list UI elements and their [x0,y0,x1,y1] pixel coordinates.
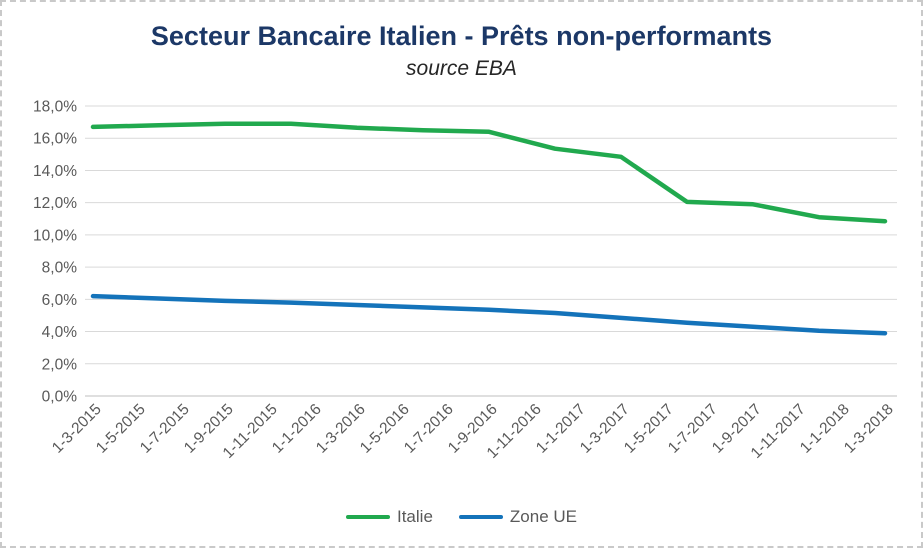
y-tick-label: 16,0% [33,131,77,148]
y-tick-label: 0,0% [42,389,78,406]
chart-title: Secteur Bancaire Italien - Prêts non-per… [150,21,773,51]
legend-label-zone-ue: Zone UE [509,507,577,526]
y-tick-label: 10,0% [33,227,77,244]
y-tick-label: 4,0% [42,324,78,341]
y-tick-label: 18,0% [33,99,77,116]
x-tick-label: 1-3-2018 [841,401,897,457]
legend-item-italie: Italie [345,507,433,527]
legend-label-italie: Italie [396,507,433,526]
legend-swatch-zone-ue [458,514,503,520]
series-line-zone-ue [90,293,888,336]
legend-item-zone-ue: Zone UE [458,507,577,527]
y-tick-label: 2,0% [42,356,78,373]
legend-swatch-italie [345,514,390,520]
series-line-italie [90,121,888,224]
y-tick-label: 12,0% [33,195,77,212]
y-tick-label: 14,0% [33,163,77,180]
y-tick-label: 6,0% [42,292,78,309]
y-tick-label: 8,0% [42,260,78,277]
legend: Italie Zone UE [0,507,923,527]
chart-subtitle: source EBA [406,57,517,80]
